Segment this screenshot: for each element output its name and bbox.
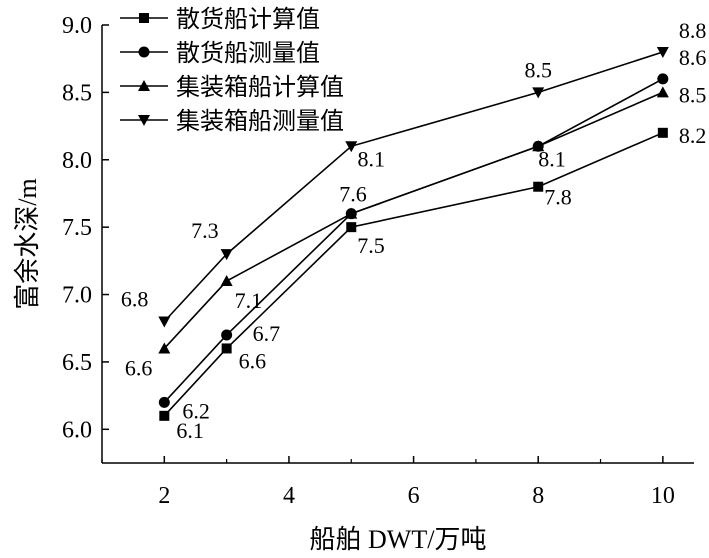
y-tick-label: 6.0 (62, 417, 92, 443)
data-label: 7.6 (339, 182, 367, 207)
data-label: 8.1 (358, 146, 386, 171)
y-tick-label: 7.5 (62, 215, 92, 241)
data-label: 8.5 (524, 57, 552, 82)
data-point (345, 207, 358, 219)
legend-marker (138, 46, 150, 58)
data-point (532, 140, 545, 152)
data-point (656, 46, 669, 58)
data-point (346, 222, 357, 233)
data-point (345, 141, 358, 153)
data-label: 8.6 (679, 45, 707, 70)
data-label: 7.5 (357, 233, 385, 258)
x-axis-title: 船舶 DWT/万吨 (310, 525, 487, 554)
data-label: 8.8 (679, 18, 707, 43)
legend-label: 散货船测量值 (176, 40, 320, 67)
data-point (221, 329, 233, 341)
x-tick-label: 10 (651, 483, 675, 509)
data-point (533, 181, 544, 192)
data-label: 7.3 (191, 218, 219, 243)
data-label: 6.8 (121, 286, 149, 311)
data-point (656, 86, 669, 98)
y-tick-label: 7.0 (62, 283, 92, 309)
data-label: 6.7 (253, 321, 281, 346)
data-point (532, 87, 545, 99)
y-tick-label: 8.0 (62, 148, 92, 174)
data-label: 8.2 (679, 123, 707, 148)
data-point (220, 249, 233, 261)
legend-marker (139, 13, 149, 23)
data-point (158, 396, 170, 408)
data-label: 6.6 (239, 348, 267, 373)
data-point (220, 275, 233, 287)
legend-label: 集装箱船测量值 (176, 108, 344, 135)
y-tick-label: 8.5 (62, 80, 92, 106)
legend-label: 集装箱船计算值 (176, 74, 344, 101)
data-label: 7.1 (235, 288, 263, 313)
x-tick-label: 2 (158, 483, 170, 509)
data-point (657, 127, 668, 138)
data-label: 6.2 (182, 398, 210, 423)
legend-label: 散货船计算值 (176, 6, 320, 33)
data-label: 8.1 (538, 146, 566, 171)
data-point (221, 343, 232, 354)
x-tick-label: 6 (408, 483, 420, 509)
data-label: 6.6 (125, 355, 153, 380)
data-label: 7.8 (544, 185, 572, 210)
data-label: 6.1 (176, 418, 204, 443)
legend-marker (138, 115, 150, 126)
data-point (657, 73, 669, 85)
data-point (158, 342, 171, 354)
legend-marker (138, 80, 150, 91)
x-tick-label: 4 (283, 483, 295, 509)
data-point (158, 316, 171, 328)
y-tick-label: 9.0 (62, 13, 92, 39)
data-label: 8.5 (679, 82, 707, 107)
x-tick-label: 8 (532, 483, 544, 509)
y-axis-title: 富余水深/m (13, 178, 42, 309)
y-tick-label: 6.5 (62, 350, 92, 376)
data-point (159, 410, 170, 421)
